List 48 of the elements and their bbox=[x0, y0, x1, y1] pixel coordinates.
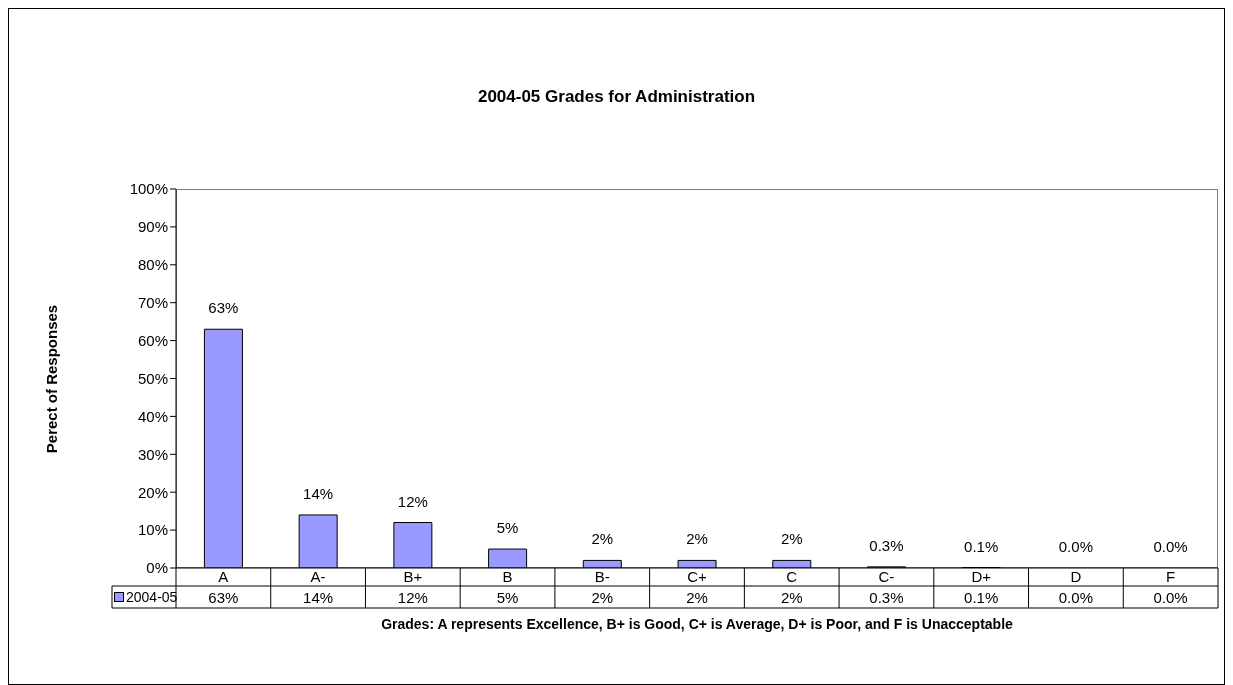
text: 2% bbox=[591, 530, 614, 548]
x-tick-label: A bbox=[218, 567, 229, 585]
data-label: 0.0% bbox=[1152, 587, 1189, 608]
text: 5% bbox=[496, 519, 519, 537]
text: 12% bbox=[397, 492, 428, 510]
text: 63% bbox=[208, 299, 239, 317]
y-axis-title: Perect of Responses bbox=[42, 304, 60, 453]
data-label: 2% bbox=[590, 587, 615, 608]
y-tick-label: 30% bbox=[137, 445, 168, 463]
text: 14% bbox=[303, 484, 334, 502]
y-tick-label: 70% bbox=[137, 294, 168, 312]
data-label: 5% bbox=[495, 587, 520, 608]
text: 0.0% bbox=[1058, 538, 1093, 555]
chart-title: 2004-05 Grades for Administration bbox=[476, 87, 757, 107]
data-label: 0.0% bbox=[1057, 587, 1094, 608]
y-tick-label: 80% bbox=[137, 256, 168, 274]
data-label: 12% bbox=[396, 587, 429, 608]
legend-label: 2004-05 bbox=[126, 589, 178, 605]
y-tick-label: 100% bbox=[129, 180, 168, 198]
data-label: 2% bbox=[685, 587, 709, 608]
text: 2% bbox=[780, 530, 803, 548]
y-tick-label: 20% bbox=[137, 483, 168, 501]
text: 2% bbox=[686, 530, 708, 548]
x-tick-label: C- bbox=[878, 567, 895, 585]
data-label: 0.3% bbox=[868, 587, 905, 608]
text: 0.3% bbox=[869, 536, 904, 554]
x-tick-label: D bbox=[1070, 567, 1082, 585]
data-label: 14% bbox=[302, 587, 335, 608]
data-label: 2% bbox=[779, 587, 804, 608]
y-tick-label: 0% bbox=[146, 559, 168, 577]
y-tick-label: 90% bbox=[137, 218, 168, 236]
x-axis-title: Grades: A represents Excellence, B+ is Good, C+ is Average, D+ is Poor, and F is Unacceptable bbox=[380, 616, 1014, 632]
text: 0.0% bbox=[1153, 538, 1188, 555]
data-label: 63% bbox=[207, 587, 240, 608]
x-tick-label: F bbox=[1166, 567, 1176, 585]
y-tick-label: 50% bbox=[137, 369, 168, 387]
x-tick-label: D+ bbox=[971, 567, 992, 585]
x-tick-label: B bbox=[502, 567, 513, 585]
y-tick-label: 60% bbox=[137, 331, 168, 349]
y-tick-label: 10% bbox=[137, 521, 168, 539]
y-tick-label: 40% bbox=[137, 407, 168, 425]
x-tick-label: B+ bbox=[403, 567, 423, 585]
text: 0.1% bbox=[964, 537, 999, 555]
x-tick-label: A- bbox=[310, 567, 326, 585]
x-tick-label: C+ bbox=[687, 567, 708, 585]
x-tick-label: C bbox=[786, 567, 798, 585]
data-label: 0.1% bbox=[963, 587, 1000, 608]
x-tick-label: B- bbox=[594, 567, 610, 585]
